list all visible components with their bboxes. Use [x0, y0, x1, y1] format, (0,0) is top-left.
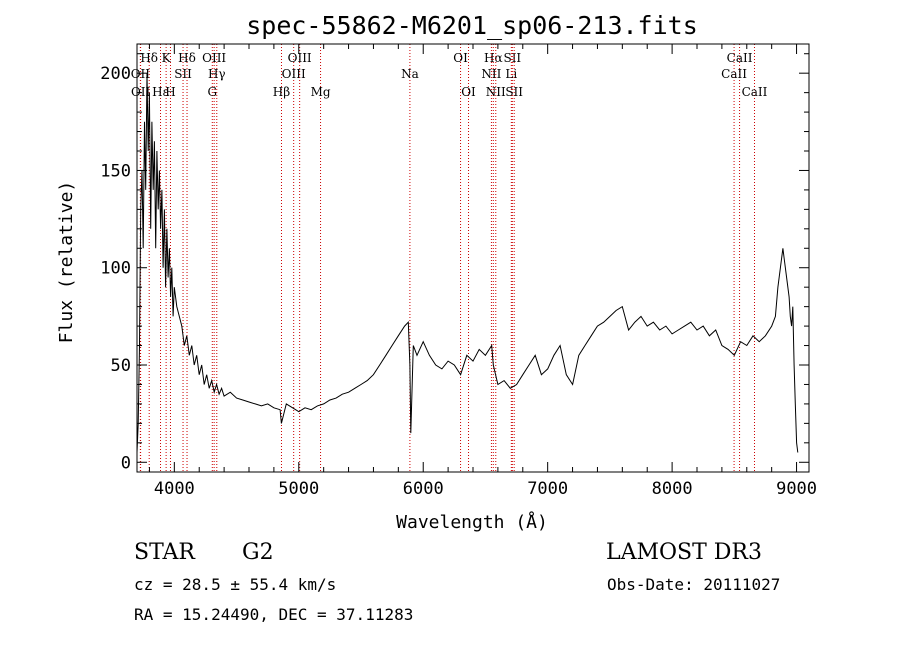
marker-label-22: Li	[505, 67, 517, 81]
marker-label-4: H	[165, 85, 175, 99]
marker-label-20: NII	[486, 85, 506, 99]
x-tick-label: 5000	[278, 479, 319, 499]
y-tick-label: 150	[100, 161, 131, 181]
y-tick-label: 50	[111, 356, 131, 376]
x-axis-label: Wavelength (Å)	[396, 511, 548, 533]
object-type: STAR	[134, 540, 195, 565]
marker-label-25: CaII	[721, 67, 747, 81]
marker-label-11: Hβ	[273, 85, 290, 99]
y-axis-label: Flux (relative)	[56, 181, 77, 344]
y-tick-label: 200	[100, 64, 131, 84]
x-tick-label: 8000	[652, 479, 693, 499]
plot-frame	[136, 43, 810, 473]
marker-label-6: SII	[174, 67, 192, 81]
x-tick-label: 9000	[776, 479, 817, 499]
marker-label-16: OI	[453, 51, 468, 65]
series-line-flux	[136, 73, 799, 453]
x-tick-label: 4000	[154, 479, 195, 499]
marker-label-19: NII	[481, 67, 501, 81]
redshift-velocity: cz = 28.5 ± 55.4 km/s	[134, 575, 337, 594]
marker-label-14: Mg	[311, 85, 331, 99]
y-tick-label: 0	[121, 453, 131, 473]
x-tick-label: 7000	[527, 479, 568, 499]
coordinates: RA = 15.24490, DEC = 37.11283	[134, 605, 414, 624]
marker-label-5: Hε	[152, 85, 169, 99]
marker-label-13: OIII	[288, 51, 312, 65]
marker-label-15: Na	[401, 67, 419, 81]
marker-label-12: OIII	[282, 67, 306, 81]
marker-label-7: Hδ	[178, 51, 196, 65]
marker-label-8: OIII	[202, 51, 226, 65]
survey-name: LAMOST DR3	[606, 540, 762, 565]
subclass: G2	[242, 540, 274, 565]
marker-label-21: SII	[503, 51, 521, 65]
marker-label-0: Hδ	[140, 51, 158, 65]
axes: 4000 5000 6000 7000 8000 9000 0 50 100 150 200	[100, 44, 817, 499]
y-tick-label: 100	[100, 259, 131, 279]
marker-label-2: OII	[131, 85, 151, 99]
marker-label-18: Hα	[484, 51, 503, 65]
marker-label-3: K	[162, 51, 172, 65]
marker-label-10: G	[207, 85, 217, 99]
marker-label-26: CaII	[742, 85, 768, 99]
marker-label-23: SII	[505, 85, 523, 99]
observation-date: Obs-Date: 20111027	[607, 575, 781, 594]
marker-label-17: OI	[461, 85, 476, 99]
marker-label-24: CaII	[727, 51, 753, 65]
marker-label-9: Hγ	[208, 67, 226, 81]
chart-title: spec-55862-M6201_sp06-213.fits	[246, 11, 698, 40]
spectrum-series	[136, 73, 799, 453]
x-tick-label: 6000	[403, 479, 444, 499]
